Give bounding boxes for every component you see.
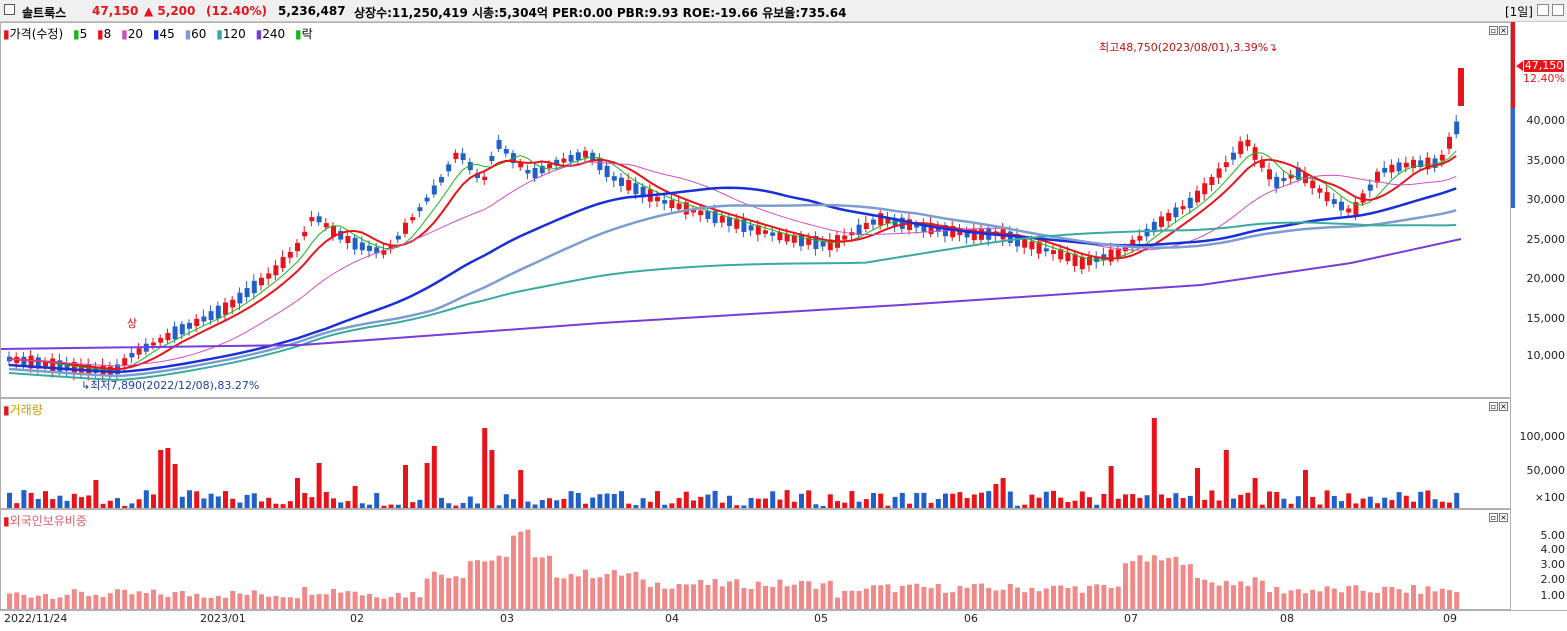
x-tick: 04 [665,612,679,625]
legend-item[interactable]: ▮45 [152,27,175,41]
price-legend: ▮가격(수정) ▮5 ▮8 ▮20 ▮45 ▮60 ▮120 ▮240 ▮락 [3,25,319,42]
x-tick: 07 [1124,612,1138,625]
stock-stats: 상장수:11,250,419 시총:5,304억 PER:0.00 PBR:9.… [354,6,847,20]
x-tick: 02 [350,612,364,625]
close-icon[interactable] [1552,4,1564,16]
volume-panel[interactable]: ▮거래량 ▫ × [0,398,1511,509]
y-tick: 2.00 [1540,573,1566,586]
y-tick: 4.00 [1540,543,1566,556]
price-chart-panel[interactable]: ▮가격(수정) ▮5 ▮8 ▮20 ▮45 ▮60 ▮120 ▮240 ▮락 ▫… [0,22,1511,398]
y-tick: 15,000 [1526,312,1566,325]
legend-item[interactable]: ▮가격(수정) [3,27,64,41]
y-tick: 10,000 [1526,349,1566,362]
price-axis: 40,000 35,000 30,000 25,000 20,000 15,00… [1511,22,1567,398]
up-mark: 상 [127,317,138,330]
price-pointer-icon [1516,61,1523,71]
price-change-pct: (12.40%) [206,4,267,18]
last-price-box: 47,150 [1524,59,1564,72]
select-checkbox[interactable] [4,4,15,15]
y-tick: 100,000 [1519,430,1566,443]
y-tick: 1.00 [1540,589,1566,602]
x-axis [0,610,1567,631]
period-selector[interactable]: [1일] [1504,5,1533,19]
legend-item[interactable]: ▮5 [72,27,88,41]
minimize-icon[interactable]: ▫ [1489,402,1498,411]
x-tick: 08 [1280,612,1294,625]
low-annotation: ↳최저7,890(2022/12/08),83.27% [81,379,260,392]
minimize-icon[interactable]: ▫ [1489,513,1498,522]
close-icon[interactable]: × [1499,26,1508,35]
legend-item[interactable]: ▮60 [184,27,207,41]
y-tick: ×100 [1534,491,1565,504]
last-pct: 12.40% [1523,72,1565,85]
legend-item[interactable]: ▮20 [121,27,144,41]
legend-item[interactable]: ▮240 [255,27,286,41]
y-tick: 25,000 [1526,233,1566,246]
price-change: ▲ 5,200 [144,4,196,18]
volume-axis: 100,000 50,000 ×100 [1511,398,1567,509]
stock-name[interactable]: 솔트룩스 [22,6,67,20]
y-tick: 35,000 [1526,154,1566,167]
current-price: 47,150 [92,4,139,18]
x-tick: 09 [1443,612,1457,625]
foreign-legend: ▮외국인보유비중 [3,514,87,528]
foreign-bars [7,529,1460,609]
volume-legend: ▮거래량 [3,403,43,417]
foreign-holding-panel[interactable]: ▮외국인보유비중 ▫ × [0,509,1511,610]
y-tick: 20,000 [1526,272,1566,285]
close-icon[interactable]: × [1499,402,1508,411]
x-tick: 06 [964,612,978,625]
legend-item[interactable]: ▮락 [294,27,313,41]
foreign-axis: 5.00 4.00 3.00 2.00 1.00 [1511,509,1567,610]
y-tick: 30,000 [1526,193,1566,206]
legend-item[interactable]: ▮8 [97,27,112,41]
y-tick: 3.00 [1540,558,1566,571]
y-tick: 50,000 [1526,464,1566,477]
x-tick: 03 [500,612,514,625]
x-tick: 05 [814,612,828,625]
x-tick: 2023/01 [200,612,246,625]
y-tick: 40,000 [1526,114,1566,127]
settings-icon[interactable] [1537,4,1549,16]
y-tick: 5.00 [1540,529,1566,542]
minimize-icon[interactable]: ▫ [1489,26,1498,35]
trade-volume: 5,236,487 [278,4,346,18]
high-annotation: 최고48,750(2023/08/01),3.39%↴ [1099,41,1278,54]
volume-bars [7,418,1460,508]
price-candles [1,68,1464,382]
legend-item[interactable]: ▮120 [216,27,246,41]
stock-info-bar: 솔트룩스 47,150 ▲ 5,200 (12.40%) 5,236,487 상… [0,0,1567,22]
x-tick: 2022/11/24 [4,612,68,625]
close-icon[interactable]: × [1499,513,1508,522]
